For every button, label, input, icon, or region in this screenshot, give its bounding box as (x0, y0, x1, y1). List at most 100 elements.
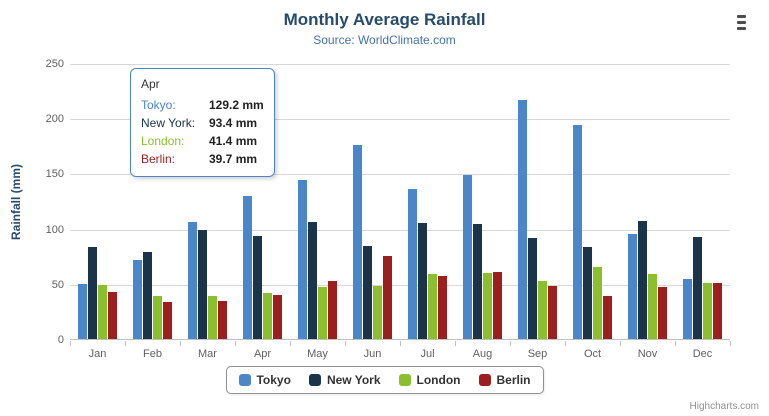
bar-tokyo-nov[interactable] (628, 233, 637, 339)
y-axis-title: Rainfall (mm) (9, 163, 23, 241)
legend-item-new-york[interactable]: New York (308, 373, 381, 387)
x-axis-tick (730, 341, 731, 346)
bar-berlin-mar[interactable] (218, 300, 227, 339)
x-axis-tick (70, 341, 71, 346)
bar-tokyo-sep[interactable] (518, 100, 527, 339)
bar-tokyo-apr[interactable] (243, 196, 252, 339)
legend-item-tokyo[interactable]: Tokyo (238, 373, 291, 387)
bar-berlin-jul[interactable] (438, 275, 447, 339)
tooltip: Apr Tokyo: 129.2 mm New York: 93.4 mm London… (130, 68, 275, 177)
legend-swatch-london (398, 374, 411, 386)
hamburger-bar (737, 27, 746, 30)
bar-berlin-jun[interactable] (383, 255, 392, 339)
bar-new-york-feb[interactable] (143, 252, 152, 339)
bar-london-mar[interactable] (208, 295, 217, 339)
bar-london-may[interactable] (318, 287, 327, 339)
bar-tokyo-jan[interactable] (78, 283, 87, 339)
bar-group-jan (70, 64, 125, 339)
bar-new-york-jun[interactable] (363, 245, 372, 339)
bar-london-sep[interactable] (538, 281, 547, 339)
x-axis-ticks (70, 341, 731, 347)
bar-new-york-may[interactable] (308, 222, 317, 339)
bar-group-feb (125, 64, 180, 339)
bar-tokyo-may[interactable] (298, 180, 307, 339)
x-axis-labels: Jan Feb Mar Apr May Jun Jul Aug Sep Oct Nov Dec (70, 348, 730, 360)
x-axis-tick (565, 341, 566, 346)
tooltip-row-london: London: 41.4 mm (141, 132, 264, 150)
bar-berlin-oct[interactable] (603, 295, 612, 339)
x-axis-label-jan: Jan (88, 348, 107, 360)
hamburger-bar (737, 21, 746, 24)
bar-new-york-sep[interactable] (528, 238, 537, 339)
bar-london-jan[interactable] (98, 285, 107, 339)
credit-link[interactable]: Highcharts.com (689, 401, 759, 412)
bar-berlin-feb[interactable] (163, 302, 172, 339)
bar-berlin-nov[interactable] (658, 287, 667, 339)
bar-tokyo-jul[interactable] (408, 189, 417, 339)
bar-london-feb[interactable] (153, 296, 162, 339)
bar-new-york-jul[interactable] (418, 223, 427, 339)
x-axis-label-apr: Apr (253, 348, 272, 360)
gridline-200 (70, 119, 730, 121)
tooltip-series-label: Tokyo: (141, 98, 176, 112)
bar-berlin-jan[interactable] (108, 292, 117, 339)
bar-new-york-oct[interactable] (583, 246, 592, 339)
bar-london-oct[interactable] (593, 267, 602, 339)
bar-new-york-mar[interactable] (198, 230, 207, 339)
hamburger-menu-icon[interactable] (737, 15, 755, 33)
x-axis-label-may: May (307, 348, 328, 360)
bar-london-nov[interactable] (648, 273, 657, 339)
x-axis-tick (290, 341, 291, 346)
bar-group-dec (675, 64, 730, 339)
x-axis-tick (620, 341, 621, 346)
bar-london-apr[interactable] (263, 293, 272, 339)
x-axis-label-feb: Feb (143, 348, 162, 360)
tooltip-row-tokyo: Tokyo: 129.2 mm (141, 96, 264, 114)
bar-groups (70, 64, 730, 339)
gridline-250 (70, 64, 730, 65)
x-axis-tick (400, 341, 401, 346)
bar-group-mar (180, 64, 235, 339)
gridline-100 (70, 229, 730, 231)
bar-new-york-nov[interactable] (638, 221, 647, 339)
bar-tokyo-oct[interactable] (573, 124, 582, 339)
y-axis-tick-label-200: 200 (45, 113, 64, 126)
bar-berlin-dec[interactable] (713, 282, 722, 339)
bar-new-york-jan[interactable] (88, 246, 97, 339)
bar-berlin-aug[interactable] (493, 272, 502, 339)
bar-tokyo-mar[interactable] (188, 221, 197, 339)
tooltip-series-value: 129.2 mm (209, 98, 264, 112)
bar-group-jul (400, 64, 455, 339)
plot-area (70, 64, 730, 340)
bar-new-york-aug[interactable] (473, 223, 482, 339)
bar-london-jun[interactable] (373, 285, 382, 339)
y-axis-tick-label-150: 150 (45, 168, 64, 181)
tooltip-series-value: 93.4 mm (209, 116, 258, 130)
bar-berlin-sep[interactable] (548, 286, 557, 339)
bar-berlin-apr[interactable] (273, 295, 282, 339)
tooltip-row-new-york: New York: 93.4 mm (141, 114, 264, 132)
bar-new-york-apr[interactable] (253, 235, 262, 339)
bar-group-aug (455, 64, 510, 339)
bar-group-may (290, 64, 345, 339)
legend-item-berlin[interactable]: Berlin (478, 373, 531, 387)
y-axis-tick-label-100: 100 (45, 223, 64, 236)
gridline-50 (70, 284, 730, 286)
legend-swatch-new-york (308, 374, 321, 386)
bar-tokyo-jun[interactable] (353, 144, 362, 339)
bar-london-jul[interactable] (428, 273, 437, 339)
bar-tokyo-feb[interactable] (133, 260, 142, 339)
bar-new-york-dec[interactable] (693, 237, 702, 339)
bar-berlin-may[interactable] (328, 280, 337, 339)
bar-tokyo-dec[interactable] (683, 278, 692, 339)
y-axis-labels: 0 50 100 150 200 250 (26, 58, 64, 346)
bar-group-oct (565, 64, 620, 339)
tooltip-title: Apr (141, 77, 160, 91)
x-axis-tick (125, 341, 126, 346)
bar-london-dec[interactable] (703, 282, 712, 339)
bar-tokyo-aug[interactable] (463, 175, 472, 339)
legend-item-london[interactable]: London (398, 373, 461, 387)
bar-london-aug[interactable] (483, 273, 492, 339)
tooltip-series-value: 39.7 mm (209, 152, 258, 166)
